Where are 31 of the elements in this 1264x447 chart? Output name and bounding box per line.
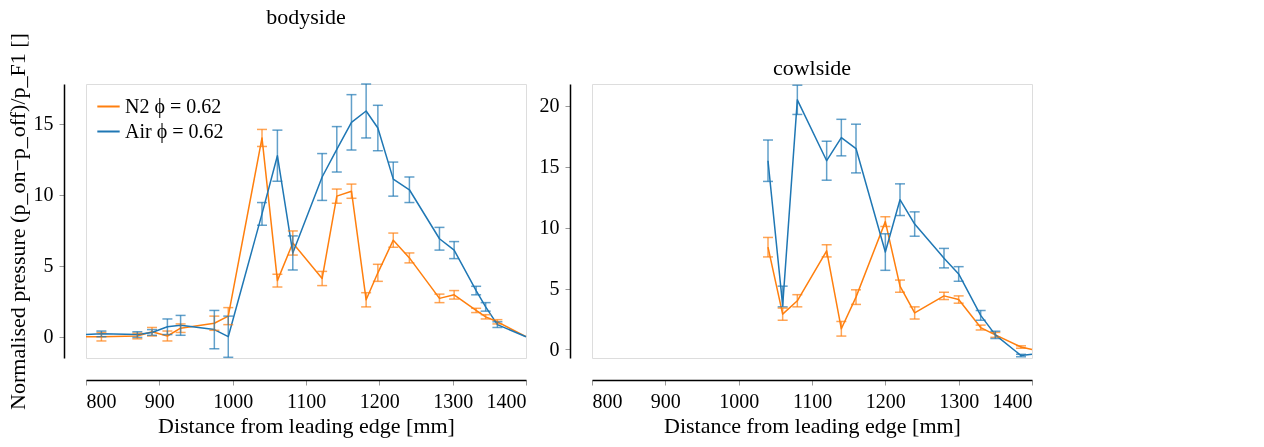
y-tick-label: 0 xyxy=(43,325,54,348)
x-tick-label: 1400 xyxy=(486,389,527,412)
chart-title: bodyside xyxy=(266,3,346,29)
x-tick-label: 800 xyxy=(86,389,117,412)
x-tick-label: 900 xyxy=(650,389,681,412)
x-tick-label: 1200 xyxy=(865,389,906,412)
x-tick-label: 800 xyxy=(592,389,623,412)
x-tick-label: 1300 xyxy=(433,389,474,412)
x-tick-label: 1100 xyxy=(792,389,833,412)
y-tick-label: 0 xyxy=(549,337,560,360)
x-tick-label: 1100 xyxy=(286,389,327,412)
x-tick-label: 1000 xyxy=(719,389,760,412)
y-tick-label: 20 xyxy=(539,94,560,117)
legend-label: Air ϕ = 0.62 xyxy=(125,119,224,143)
y-tick-label: 5 xyxy=(549,277,560,300)
y-axis-title: Normalised pressure (p_on−p_off)/p_F1 [] xyxy=(4,33,30,410)
y-tick-label: 15 xyxy=(33,112,54,135)
x-tick-label: 1200 xyxy=(359,389,400,412)
x-tick-label: 900 xyxy=(144,389,175,412)
y-tick-label: 15 xyxy=(539,155,560,178)
legend-label: N2 ϕ = 0.62 xyxy=(125,94,222,118)
line-series xyxy=(767,220,1033,351)
y-tick-label: 10 xyxy=(33,183,54,206)
x-axis-title: Distance from leading edge [mm] xyxy=(158,412,455,438)
x-tick-label: 1400 xyxy=(992,389,1033,412)
x-axis-title: Distance from leading edge [mm] xyxy=(664,412,961,438)
y-tick-label: 5 xyxy=(43,254,54,277)
y-tick-label: 10 xyxy=(539,216,560,239)
chart-title: cowlside xyxy=(772,55,852,80)
x-tick-label: 1300 xyxy=(939,389,980,412)
x-tick-label: 1000 xyxy=(213,389,254,412)
